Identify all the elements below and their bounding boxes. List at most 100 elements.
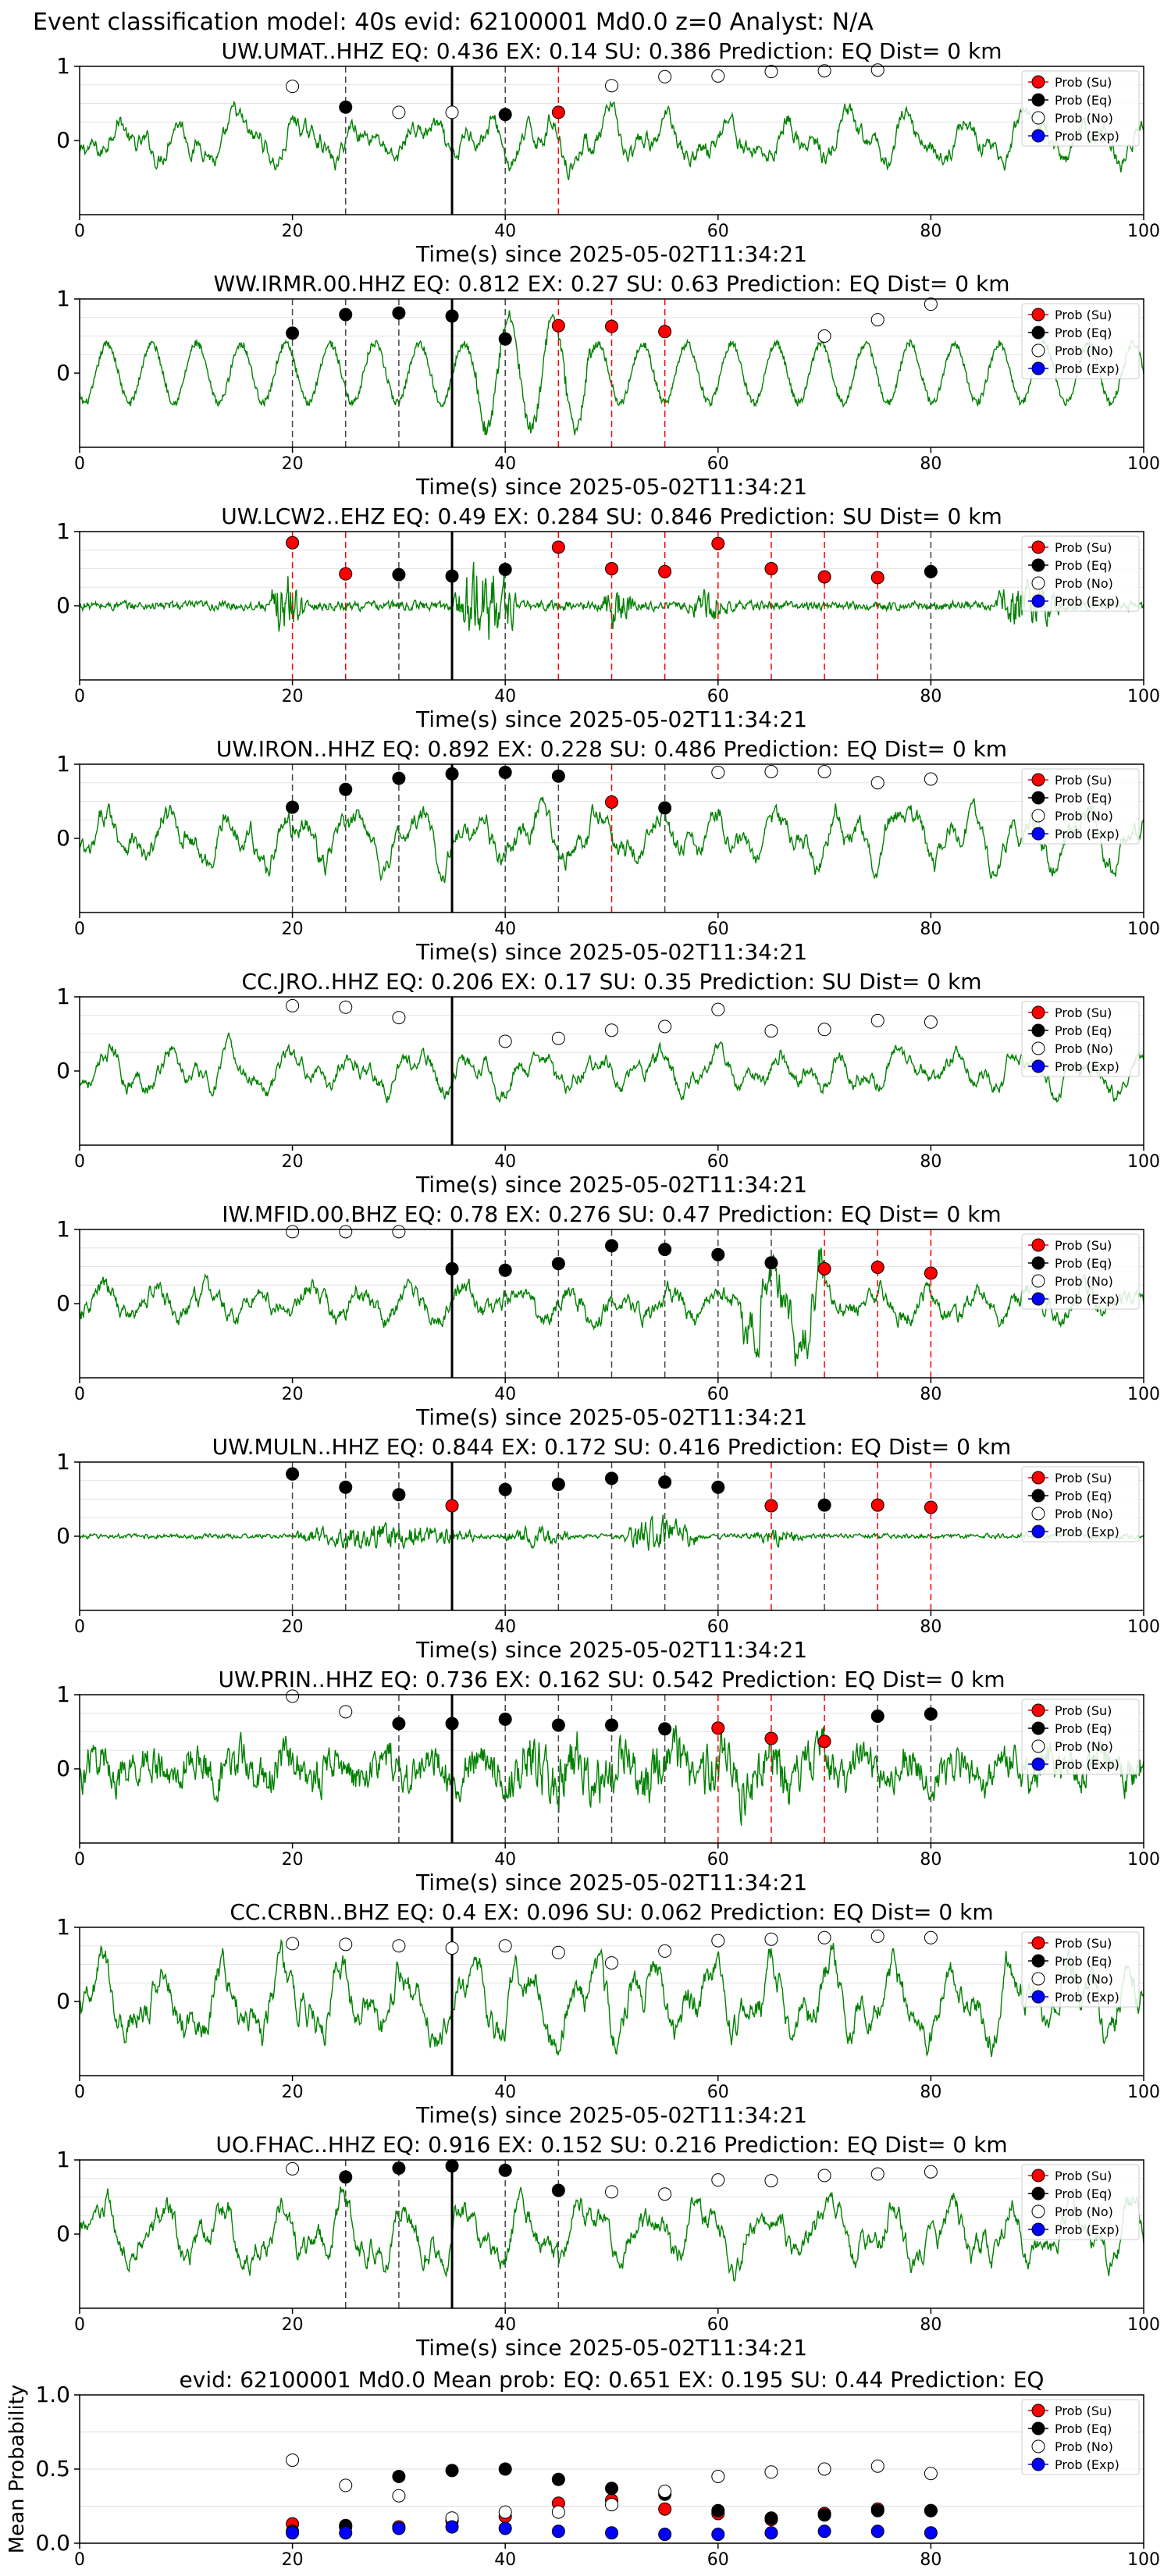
prob-point-no bbox=[817, 765, 831, 778]
prob-point-eq bbox=[445, 309, 459, 323]
prob-point-no bbox=[286, 80, 300, 94]
legend-marker bbox=[1031, 308, 1045, 322]
x-tick-label: 80 bbox=[920, 2315, 941, 2335]
x-tick-label: 100 bbox=[1127, 2315, 1160, 2335]
prob-point-eq bbox=[658, 1475, 672, 1489]
legend-marker bbox=[1031, 2457, 1045, 2471]
prob-point-eq bbox=[870, 1710, 884, 1724]
x-axis-label: Time(s) since 2025-05-02T11:34:21 bbox=[415, 1172, 807, 1197]
legend-marker bbox=[1031, 827, 1045, 841]
legend-marker bbox=[1031, 2439, 1045, 2453]
legend-marker bbox=[1031, 594, 1045, 608]
summary-panel: evid: 62100001 Md0.0 Mean prob: EQ: 0.65… bbox=[5, 2367, 1160, 2570]
legend-label: Prob (Su) bbox=[1055, 2403, 1112, 2418]
x-tick-label: 40 bbox=[494, 222, 516, 241]
x-tick-label: 100 bbox=[1127, 920, 1160, 939]
mean-prob-point-eq bbox=[817, 2508, 831, 2522]
x-tick-label: 100 bbox=[1127, 2083, 1160, 2102]
mean-prob-point-exp bbox=[764, 2526, 778, 2540]
prob-point-su bbox=[870, 1498, 884, 1512]
legend-marker bbox=[1031, 1005, 1045, 1019]
x-tick-label: 40 bbox=[494, 1385, 516, 1404]
prob-point-no bbox=[658, 1944, 672, 1958]
x-tick-label: 80 bbox=[920, 2083, 941, 2102]
legend-marker bbox=[1031, 1721, 1045, 1735]
prob-point-no bbox=[817, 329, 831, 343]
prob-point-eq bbox=[445, 569, 459, 583]
prob-point-eq bbox=[605, 1239, 618, 1253]
x-tick-label: 80 bbox=[920, 222, 941, 241]
legend-box bbox=[1021, 2399, 1140, 2475]
legend-label: Prob (Su) bbox=[1055, 773, 1112, 788]
legend-box bbox=[1021, 1466, 1140, 1542]
prob-point-eq bbox=[286, 326, 300, 340]
legend-label: Prob (Eq) bbox=[1055, 2186, 1112, 2201]
prob-point-no bbox=[445, 1941, 459, 1955]
waveform-trace bbox=[79, 796, 1144, 884]
legend-label: Prob (No) bbox=[1055, 111, 1113, 126]
prob-point-no bbox=[498, 1034, 512, 1048]
legend-marker bbox=[1031, 2403, 1045, 2418]
legend-box bbox=[1021, 768, 1140, 845]
prob-point-no bbox=[924, 2165, 938, 2179]
prob-point-no bbox=[817, 1930, 831, 1944]
prob-point-eq bbox=[339, 782, 353, 796]
prob-point-no bbox=[286, 1689, 300, 1703]
legend-marker bbox=[1031, 1703, 1045, 1717]
legend-marker bbox=[1031, 1471, 1045, 1485]
legend-label: Prob (Su) bbox=[1055, 1005, 1112, 1020]
prob-point-no bbox=[711, 1934, 725, 1948]
prob-point-su bbox=[286, 535, 300, 550]
x-tick-label: 60 bbox=[707, 1385, 729, 1404]
x-tick-label: 60 bbox=[707, 1617, 729, 1637]
legend-label: Prob (Eq) bbox=[1055, 1721, 1112, 1736]
legend-marker bbox=[1031, 2204, 1045, 2218]
axes-frame bbox=[79, 1927, 1144, 2076]
station-panel: CC.CRBN..BHZ EQ: 0.4 EX: 0.096 SU: 0.062… bbox=[56, 1899, 1160, 2128]
x-tick-label: 60 bbox=[707, 222, 729, 241]
legend-marker bbox=[1031, 111, 1045, 125]
mean-prob-point-no bbox=[498, 2505, 512, 2519]
prob-point-no bbox=[764, 65, 778, 79]
x-tick-label: 20 bbox=[282, 1385, 304, 1404]
x-tick-label: 0 bbox=[74, 2083, 85, 2102]
legend-label: Prob (Exp) bbox=[1055, 827, 1119, 841]
mean-prob-point-no bbox=[339, 2478, 353, 2492]
x-tick-label: 40 bbox=[494, 2083, 516, 2102]
prob-point-eq bbox=[551, 1718, 565, 1732]
x-tick-label: 20 bbox=[282, 222, 304, 241]
mean-prob-point-exp bbox=[870, 2524, 884, 2539]
legend-label: Prob (Eq) bbox=[1055, 558, 1112, 573]
prob-point-su bbox=[870, 1260, 884, 1274]
legend-marker bbox=[1031, 2222, 1045, 2236]
legend-marker bbox=[1031, 326, 1045, 340]
prob-point-no bbox=[339, 1705, 353, 1719]
x-tick-label: 20 bbox=[282, 687, 304, 706]
x-tick-label: 40 bbox=[494, 1152, 516, 1172]
y-tick-label: 0 bbox=[56, 1290, 70, 1316]
y-tick-label: 1 bbox=[56, 2147, 70, 2172]
legend-marker bbox=[1031, 1757, 1045, 1771]
prob-point-su bbox=[711, 536, 725, 550]
x-tick-label: 40 bbox=[494, 1850, 516, 1870]
x-axis-label: Time(s) since 2025-05-02T11:34:21 bbox=[415, 2102, 807, 2128]
prob-point-eq bbox=[445, 1717, 459, 1731]
legend-marker bbox=[1031, 540, 1045, 554]
legend-label: Prob (Su) bbox=[1055, 540, 1112, 555]
legend-marker bbox=[1031, 1256, 1045, 1270]
prob-point-no bbox=[286, 1937, 300, 1951]
mean-prob-point-no bbox=[924, 2467, 938, 2481]
prob-point-eq bbox=[392, 1717, 406, 1731]
prob-point-no bbox=[711, 69, 725, 83]
y-tick-label: 1 bbox=[56, 751, 70, 777]
x-tick-label: 40 bbox=[494, 687, 516, 706]
panel-title: UW.MULN..HHZ EQ: 0.844 EX: 0.172 SU: 0.4… bbox=[212, 1434, 1012, 1460]
legend-label: Prob (Exp) bbox=[1055, 1757, 1119, 1772]
x-tick-label: 100 bbox=[1127, 1385, 1160, 1404]
mean-prob-point-no bbox=[658, 2485, 672, 2498]
x-tick-label: 80 bbox=[920, 454, 941, 474]
prob-point-eq bbox=[339, 308, 353, 322]
mean-prob-point-no bbox=[764, 2465, 778, 2479]
legend-label: Prob (Exp) bbox=[1055, 1059, 1119, 1074]
